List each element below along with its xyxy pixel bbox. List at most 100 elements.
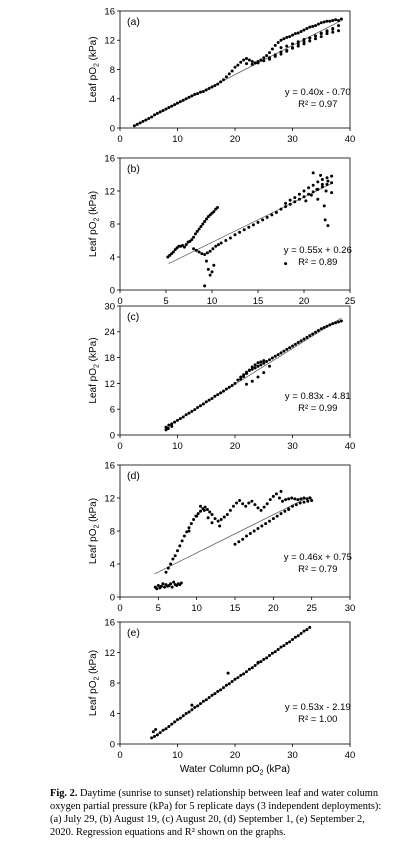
data-point <box>219 80 223 84</box>
data-point <box>180 539 184 543</box>
y-axis-label-unit: (kPa) <box>88 191 99 218</box>
data-point <box>161 728 165 732</box>
data-point <box>259 58 263 62</box>
data-point <box>330 191 334 195</box>
x-tick-label: 10 <box>172 441 183 452</box>
data-point <box>238 498 242 502</box>
data-point <box>173 420 177 424</box>
data-point <box>262 359 266 363</box>
data-point <box>304 199 308 203</box>
x-tick-label: 0 <box>117 750 122 761</box>
data-point <box>265 54 269 58</box>
data-point <box>164 107 168 111</box>
data-point <box>314 330 317 334</box>
data-point <box>169 562 173 566</box>
data-point <box>154 728 158 732</box>
r-squared: R² = 0.97 <box>298 99 337 110</box>
data-point <box>219 241 223 245</box>
data-point <box>290 496 294 500</box>
data-point <box>216 206 220 209</box>
data-point <box>206 516 210 520</box>
data-point <box>285 347 289 351</box>
data-point <box>190 238 194 242</box>
y-tick-label: 16 <box>104 153 115 164</box>
data-point <box>319 32 323 36</box>
y-tick-label: 0 <box>110 285 115 296</box>
data-point <box>247 368 251 372</box>
data-point <box>307 186 311 190</box>
data-point <box>164 570 168 574</box>
y-axis-label-unit: (kPa) <box>88 498 99 525</box>
figure-caption: Fig. 2. Daytime (sunrise to sunset) rela… <box>50 787 390 839</box>
data-point <box>270 651 274 655</box>
data-point <box>324 189 328 193</box>
data-point <box>302 629 306 633</box>
data-point <box>265 359 269 363</box>
data-point <box>315 187 319 191</box>
data-point <box>294 503 298 507</box>
data-point <box>224 387 228 391</box>
regression-equation: y = 0.83x - 4.81 <box>285 391 351 402</box>
data-point <box>311 183 315 187</box>
y-axis-label: Leaf pO2 (kPa) <box>88 498 101 564</box>
data-point <box>161 582 165 586</box>
data-point <box>178 100 182 104</box>
data-point <box>331 19 335 23</box>
data-point <box>216 689 220 693</box>
data-point <box>305 628 309 632</box>
data-point <box>273 650 277 654</box>
data-point <box>296 634 300 638</box>
y-axis-label-sub: 2 <box>94 676 101 680</box>
data-point <box>285 35 289 39</box>
y-axis-label: Leaf pO2 (kPa) <box>88 191 101 257</box>
data-point <box>208 273 212 277</box>
data-point <box>334 18 338 22</box>
data-point <box>197 250 201 254</box>
data-point <box>339 319 343 323</box>
data-point <box>273 43 277 47</box>
data-point <box>265 502 269 506</box>
data-point <box>311 24 315 28</box>
x-tick-label: 30 <box>287 134 298 145</box>
data-point <box>260 524 264 528</box>
data-point <box>196 512 200 516</box>
data-point <box>204 217 208 221</box>
r-squared: R² = 0.89 <box>298 257 337 268</box>
data-point <box>284 498 288 502</box>
y-tick-label: 8 <box>110 526 115 537</box>
data-point <box>288 640 292 644</box>
y-axis-label-main: Leaf pO <box>88 221 99 257</box>
plot-frame <box>119 621 351 745</box>
data-point <box>316 329 320 333</box>
data-point <box>224 239 228 242</box>
panel-label: (d) <box>127 470 140 482</box>
data-point <box>192 247 196 251</box>
data-point <box>176 101 179 105</box>
x-tick-label: 5 <box>163 296 168 307</box>
data-point <box>199 90 202 94</box>
data-point <box>230 384 234 388</box>
data-point <box>237 540 241 544</box>
data-point <box>200 252 204 256</box>
data-point <box>262 505 266 509</box>
data-point <box>256 527 260 531</box>
data-point <box>236 378 240 382</box>
data-point <box>302 40 306 44</box>
plot-frame <box>119 10 351 129</box>
x-tick-label: 40 <box>345 750 356 761</box>
data-point <box>256 61 260 65</box>
y-axis-label-main: Leaf pO <box>88 680 99 716</box>
data-point <box>326 224 330 228</box>
data-point <box>302 42 306 46</box>
data-point <box>144 118 148 122</box>
data-point <box>228 236 232 240</box>
data-point <box>167 423 171 427</box>
data-point <box>205 251 209 255</box>
data-point <box>296 341 300 345</box>
data-point <box>213 394 217 398</box>
data-point <box>203 505 207 509</box>
data-point <box>308 39 312 43</box>
data-point <box>298 501 302 505</box>
data-point <box>190 703 194 707</box>
data-point <box>262 56 266 60</box>
